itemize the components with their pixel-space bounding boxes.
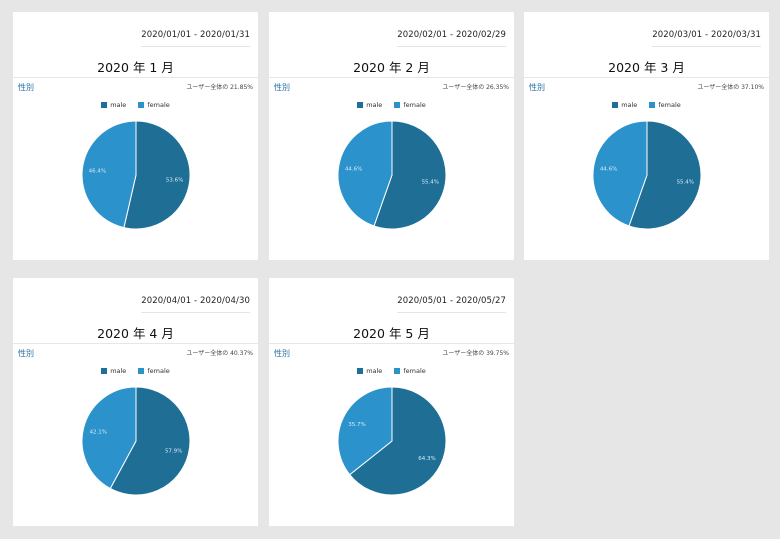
legend: male female — [524, 101, 769, 109]
legend: male female — [13, 367, 258, 375]
chart-title: 2020 年 4 月 — [97, 326, 174, 341]
pie-label-female: 35.7% — [348, 422, 365, 428]
dimension-label: 性別 — [18, 349, 34, 358]
legend-item-male: male — [612, 101, 637, 109]
pie-slice-female[interactable] — [592, 120, 648, 227]
date-range: 2020/02/01 - 2020/02/29 — [397, 30, 506, 47]
legend-swatch-male — [101, 368, 108, 374]
legend-item-male: male — [357, 367, 382, 375]
legend-swatch-male — [357, 102, 364, 108]
user-share-label: ユーザー全体の 21.85% — [186, 84, 253, 91]
pie-label-male: 57.9% — [165, 449, 182, 455]
pie-label-male: 55.4% — [677, 180, 694, 186]
legend-item-male: male — [101, 101, 126, 109]
legend: male female — [269, 367, 514, 375]
pie-slice-female[interactable] — [337, 120, 393, 227]
legend-swatch-female — [394, 102, 401, 108]
pie-chart: 55.4% 44.6% — [337, 120, 447, 230]
legend-item-male: male — [101, 367, 126, 375]
legend: male female — [269, 101, 514, 109]
dimension-label: 性別 — [529, 83, 545, 92]
user-share-label: ユーザー全体の 40.37% — [186, 350, 253, 357]
pie-chart: 57.9% 42.1% — [81, 386, 191, 496]
legend-item-male: male — [357, 101, 382, 109]
divider — [13, 77, 258, 78]
dimension-label: 性別 — [274, 349, 290, 358]
legend-label-male: male — [366, 101, 383, 109]
pie-label-female: 44.6% — [345, 166, 362, 172]
legend-label-male: male — [366, 367, 383, 375]
pie-label-male: 64.3% — [418, 456, 435, 462]
legend-swatch-female — [138, 102, 145, 108]
legend-swatch-female — [138, 368, 145, 374]
pie-chart: 53.6% 46.4% — [81, 120, 191, 230]
chart-card: 2020/03/01 - 2020/03/31 2020 年 3 月 性別 ユー… — [524, 12, 769, 260]
legend-label-female: female — [403, 101, 426, 109]
pie-chart: 55.4% 44.6% — [592, 120, 702, 230]
divider — [269, 77, 514, 78]
legend-label-female: female — [147, 367, 170, 375]
pie-label-male: 55.4% — [422, 180, 439, 186]
date-range: 2020/05/01 - 2020/05/27 — [397, 296, 506, 313]
legend-item-female: female — [649, 101, 681, 109]
legend-label-female: female — [403, 367, 426, 375]
legend-item-female: female — [138, 101, 170, 109]
legend-swatch-female — [649, 102, 656, 108]
pie-label-male: 53.6% — [166, 177, 183, 183]
legend-label-female: female — [147, 101, 170, 109]
pie-slice-female[interactable] — [337, 386, 393, 476]
date-range: 2020/04/01 - 2020/04/30 — [141, 296, 250, 313]
dimension-label: 性別 — [18, 83, 34, 92]
dimension-label: 性別 — [274, 83, 290, 92]
legend-item-female: female — [394, 101, 426, 109]
divider — [269, 343, 514, 344]
user-share-label: ユーザー全体の 26.35% — [442, 84, 509, 91]
legend-swatch-male — [612, 102, 619, 108]
pie-slice-male[interactable] — [109, 386, 191, 496]
pie-label-female: 44.6% — [600, 166, 617, 172]
legend-item-female: female — [138, 367, 170, 375]
date-range: 2020/03/01 - 2020/03/31 — [652, 30, 761, 47]
chart-card: 2020/04/01 - 2020/04/30 2020 年 4 月 性別 ユー… — [13, 278, 258, 526]
legend-item-female: female — [394, 367, 426, 375]
pie-label-female: 42.1% — [90, 429, 107, 435]
legend-swatch-female — [394, 368, 401, 374]
chart-card: 2020/02/01 - 2020/02/29 2020 年 2 月 性別 ユー… — [269, 12, 514, 260]
legend-swatch-male — [357, 368, 364, 374]
legend-label-female: female — [658, 101, 681, 109]
legend-label-male: male — [110, 101, 127, 109]
legend: male female — [13, 101, 258, 109]
divider — [524, 77, 769, 78]
pie-slice-female[interactable] — [81, 386, 137, 490]
pie-slice-male[interactable] — [123, 120, 191, 230]
divider — [13, 343, 258, 344]
chart-title: 2020 年 5 月 — [353, 326, 430, 341]
pie-slice-male[interactable] — [349, 386, 447, 496]
legend-label-male: male — [621, 101, 638, 109]
chart-card: 2020/01/01 - 2020/01/31 2020 年 1 月 性別 ユー… — [13, 12, 258, 260]
chart-title: 2020 年 2 月 — [353, 60, 430, 75]
user-share-label: ユーザー全体の 37.10% — [697, 84, 764, 91]
legend-swatch-male — [101, 102, 108, 108]
date-range: 2020/01/01 - 2020/01/31 — [141, 30, 250, 47]
pie-chart: 64.3% 35.7% — [337, 386, 447, 496]
chart-card: 2020/05/01 - 2020/05/27 2020 年 5 月 性別 ユー… — [269, 278, 514, 526]
user-share-label: ユーザー全体の 39.75% — [442, 350, 509, 357]
pie-slice-female[interactable] — [81, 120, 137, 229]
legend-label-male: male — [110, 367, 127, 375]
pie-label-female: 46.4% — [89, 169, 106, 175]
chart-title: 2020 年 1 月 — [97, 60, 174, 75]
chart-title: 2020 年 3 月 — [608, 60, 685, 75]
